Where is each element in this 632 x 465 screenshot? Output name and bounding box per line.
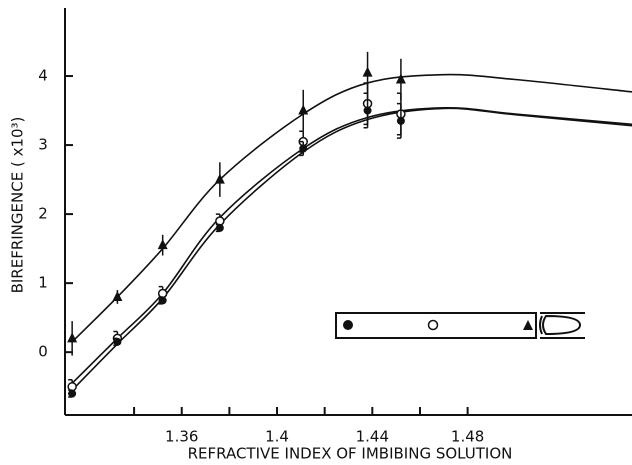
x-tick-label: 1.4	[265, 428, 289, 446]
triangle-marker	[157, 239, 168, 250]
filled-circle-marker	[363, 106, 372, 115]
filled-circle-marker	[158, 296, 167, 305]
filled-circle-marker	[215, 223, 224, 232]
inset-diagram	[335, 312, 585, 339]
y-tick-label: 2	[38, 205, 48, 223]
filled-circle-symbol	[343, 320, 353, 330]
fit-curve	[71, 107, 632, 391]
y-tick-label: 0	[38, 343, 48, 361]
filled-circle-marker	[113, 337, 122, 346]
nucleus	[542, 314, 582, 336]
rod-tip	[539, 312, 585, 339]
open-circle-symbol	[427, 319, 439, 331]
x-tick-label: 1.36	[165, 428, 198, 446]
rod	[335, 312, 537, 339]
fit-curve	[71, 106, 632, 384]
triangle-marker	[395, 73, 406, 84]
filled-circle-marker	[396, 116, 405, 125]
triangle-marker	[112, 290, 123, 301]
y-tick-label: 3	[38, 136, 48, 154]
triangle-marker	[214, 173, 225, 184]
triangle-marker	[67, 332, 78, 343]
triangle-marker	[298, 104, 309, 115]
x-tick-label: 1.44	[356, 428, 389, 446]
x-tick-label: 1.48	[451, 428, 484, 446]
triangle-marker	[362, 66, 373, 77]
y-tick-label: 1	[38, 274, 48, 292]
y-axis-label: BIREFRINGENCE ( x10³)	[9, 117, 27, 294]
y-tick-label: 4	[38, 67, 48, 85]
filled-circle-marker	[299, 144, 308, 153]
x-axis-label: REFRACTIVE INDEX OF IMBIBING SOLUTION	[188, 445, 513, 463]
filled-circle-marker	[68, 389, 77, 398]
triangle-symbol	[523, 320, 533, 330]
